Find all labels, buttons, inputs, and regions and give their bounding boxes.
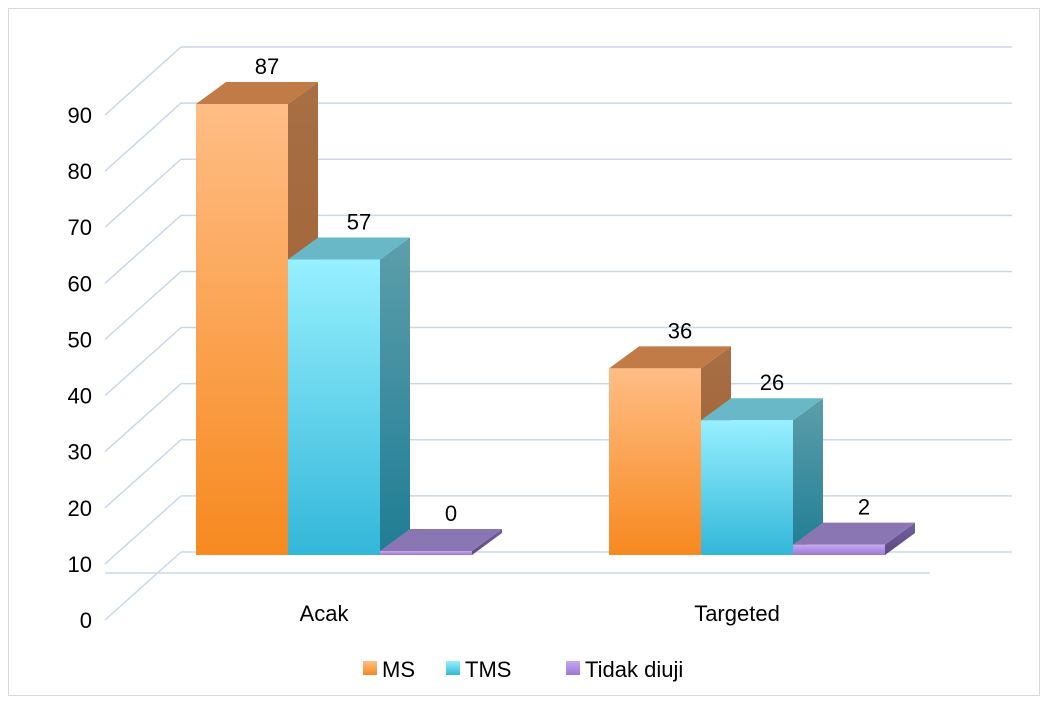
- gridline-side: [104, 158, 182, 228]
- bar-top: [793, 522, 915, 545]
- data-label: 26: [760, 370, 784, 395]
- gridline-side: [104, 495, 182, 565]
- y-tick-label: 20: [68, 496, 92, 521]
- data-labels: 87 57 0 36 26 2: [255, 54, 870, 526]
- y-tick-label: 50: [68, 327, 92, 352]
- bar-side: [472, 529, 502, 555]
- y-tick-label: 40: [68, 384, 92, 409]
- legend-item-tidak-diuji: Tidak diuji: [566, 657, 683, 682]
- y-axis-ticks: 0 10 20 30 40 50 60 70 80 90: [68, 103, 92, 633]
- bar-front: [793, 544, 885, 555]
- data-label: 0: [445, 501, 457, 526]
- bar-top: [609, 346, 731, 369]
- gridline-side: [104, 102, 182, 172]
- bar-side: [885, 522, 915, 555]
- y-tick-label: 30: [68, 440, 92, 465]
- y-tick-label: 60: [68, 271, 92, 296]
- category-label: Acak: [300, 601, 350, 626]
- bar-top: [288, 237, 410, 260]
- bar-side: [380, 237, 410, 555]
- gridline-side: [104, 326, 182, 397]
- bar-side: [793, 398, 823, 555]
- bars: [196, 82, 915, 555]
- legend-swatch: [446, 661, 460, 675]
- bar-tms-targeted: [701, 398, 823, 555]
- legend-item-ms: MS: [363, 657, 415, 682]
- bar-top: [701, 398, 823, 421]
- bar-tidak-diuji-acak: [380, 529, 502, 555]
- legend: MS TMS Tidak diuji: [363, 657, 683, 682]
- data-label: 87: [255, 54, 279, 79]
- bar-front: [701, 420, 793, 555]
- legend-swatch: [363, 661, 377, 675]
- bar-tms-acak: [288, 237, 410, 555]
- legend-label: MS: [382, 657, 415, 682]
- legend-label: TMS: [465, 657, 511, 682]
- bar-top: [196, 82, 318, 104]
- gridline-side: [104, 439, 182, 509]
- gridline-side: [104, 551, 182, 621]
- data-label: 2: [858, 495, 870, 520]
- bar-top: [380, 529, 502, 551]
- gridline-side: [104, 46, 182, 116]
- x-axis-categories: Acak Targeted: [300, 601, 780, 626]
- bar-front: [609, 368, 701, 555]
- y-tick-label: 70: [68, 215, 92, 240]
- y-tick-label: 90: [68, 103, 92, 128]
- bar-front: [288, 259, 380, 555]
- gridline-side: [104, 383, 182, 453]
- legend-item-tms: TMS: [446, 657, 511, 682]
- data-label: 36: [668, 318, 692, 343]
- legend-swatch: [566, 661, 580, 675]
- bar-tidak-diuji-targeted: [793, 522, 915, 555]
- y-tick-label: 10: [68, 552, 92, 577]
- legend-label: Tidak diuji: [585, 657, 683, 682]
- y-tick-label: 80: [68, 159, 92, 184]
- bar-front: [196, 104, 288, 555]
- gridline-side: [104, 214, 182, 284]
- gridline-side: [104, 270, 182, 341]
- bar-front: [380, 551, 472, 555]
- category-label: Targeted: [694, 601, 780, 626]
- y-tick-label: 0: [80, 608, 92, 633]
- data-label: 57: [347, 210, 371, 235]
- chart-frame: [8, 8, 1040, 696]
